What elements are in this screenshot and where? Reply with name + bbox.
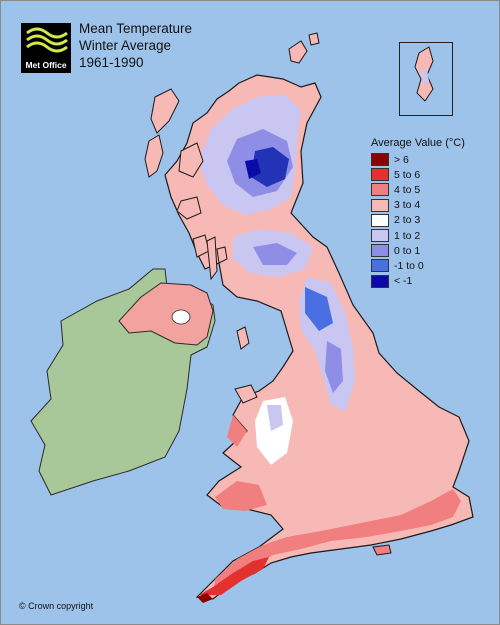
legend-swatch — [371, 213, 389, 227]
map-title: Mean Temperature Winter Average 1961-199… — [79, 20, 192, 71]
title-line-3: 1961-1990 — [79, 55, 144, 70]
met-office-logo: Met Office — [21, 23, 71, 73]
legend-label: > 6 — [394, 153, 409, 166]
lough-neagh — [171, 309, 191, 325]
isle-of-wight — [372, 544, 392, 556]
legend-item: -1 to 0 — [371, 258, 499, 273]
title-line-2: Winter Average — [79, 38, 172, 53]
orkney-islands-small — [308, 32, 320, 46]
legend-label: 3 to 4 — [394, 199, 421, 212]
legend-item: 4 to 5 — [371, 182, 499, 197]
legend-label: < -1 — [394, 275, 413, 288]
shetland-cold-patch — [421, 69, 429, 85]
legend-swatch — [371, 259, 389, 273]
orkney-islands — [288, 40, 308, 64]
outer-hebrides-south — [144, 134, 164, 178]
legend-item: > 6 — [371, 152, 499, 167]
legend-label: 5 to 6 — [394, 168, 421, 181]
legend-rows: > 6 5 to 6 4 to 5 3 to 4 2 to 3 1 to 2 0 to 1 -… — [371, 152, 499, 289]
legend-label: 2 to 3 — [394, 214, 421, 227]
outer-hebrides-north — [150, 88, 180, 134]
legend-label: 4 to 5 — [394, 183, 421, 196]
shetland-inset-frame — [399, 42, 453, 116]
copyright-notice: © Crown copyright — [19, 601, 94, 611]
legend-swatch — [371, 183, 389, 197]
legend-swatch — [371, 153, 389, 167]
legend-swatch — [371, 274, 389, 288]
legend-item: < -1 — [371, 274, 499, 289]
title-line-1: Mean Temperature — [79, 21, 193, 36]
legend-label: 0 to 1 — [394, 244, 421, 257]
legend-item: 1 to 2 — [371, 228, 499, 243]
legend-swatch — [371, 168, 389, 182]
legend-label: -1 to 0 — [394, 259, 424, 272]
legend-item: 3 to 4 — [371, 198, 499, 213]
legend-item: 2 to 3 — [371, 213, 499, 228]
legend-swatch — [371, 244, 389, 258]
legend-title: Average Value (°C) — [371, 137, 465, 149]
northern-ireland-region — [118, 282, 214, 346]
legend-label: 1 to 2 — [394, 229, 421, 242]
isle-of-man — [236, 326, 250, 350]
legend-item: 0 to 1 — [371, 243, 499, 258]
legend: Average Value (°C) > 6 5 to 6 4 to 5 3 to 4… — [371, 137, 499, 289]
met-office-wave-icon — [26, 27, 68, 53]
legend-item: 5 to 6 — [371, 167, 499, 182]
logo-text: Met Office — [25, 60, 67, 70]
legend-swatch — [371, 229, 389, 243]
legend-swatch — [371, 198, 389, 212]
